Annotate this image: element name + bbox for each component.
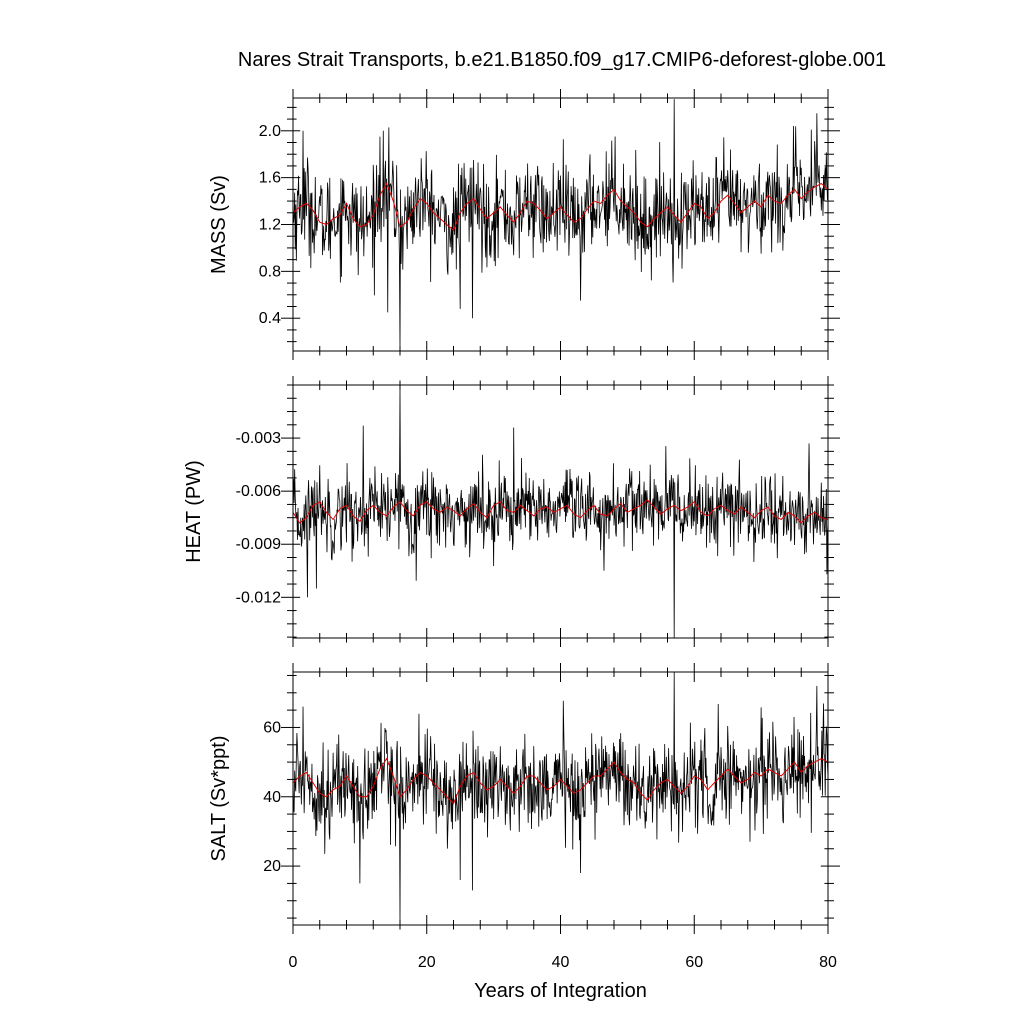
chart-title: Nares Strait Transports, b.e21.B1850.f09… (238, 49, 886, 71)
panel-heat: -0.012 -0.009 -0.006 -0.003 HEAT (PW) (183, 376, 840, 647)
series-annual-mean-salt (293, 757, 828, 805)
y-tick-label: -0.003 (236, 430, 281, 447)
y-tick-label: 0.8 (259, 263, 281, 280)
y-tick-label: 40 (263, 789, 281, 806)
y-axis-label: HEAT (PW) (183, 460, 205, 563)
x-axis-label: Years of Integration (474, 980, 647, 1002)
y-tick-label: 0.4 (259, 310, 281, 327)
x-tick-label: 40 (552, 954, 570, 971)
series-monthly-mass (293, 99, 828, 350)
y-tick-label: 60 (263, 719, 281, 736)
series-annual-mean-mass (293, 182, 828, 232)
y-tick-label: 1.6 (259, 170, 281, 187)
y-tick-label: 2.0 (259, 123, 281, 140)
y-axis-label: MASS (Sv) (208, 175, 230, 274)
series-annual-mean-heat (293, 499, 828, 524)
panel-salt: 0 20 40 60 80 20 40 60 SALT (Sv*ppt) Years of Int… (208, 663, 840, 1002)
y-tick-label: -0.006 (236, 483, 281, 500)
series-monthly-heat (293, 385, 828, 638)
x-tick-label: 0 (289, 954, 298, 971)
y-tick-label: -0.012 (236, 589, 281, 606)
x-tick-label: 80 (819, 954, 837, 971)
y-tick-label: 1.2 (259, 217, 281, 234)
x-tick-label: 20 (418, 954, 436, 971)
series-monthly-salt (293, 672, 828, 925)
panel-mass: 0.4 0.8 1.2 1.6 2.0 MASS (Sv) (208, 89, 840, 360)
x-tick-label: 60 (685, 954, 703, 971)
y-tick-label: -0.009 (236, 536, 281, 553)
y-tick-label: 20 (263, 858, 281, 875)
y-axis-label: SALT (Sv*ppt) (208, 736, 230, 862)
